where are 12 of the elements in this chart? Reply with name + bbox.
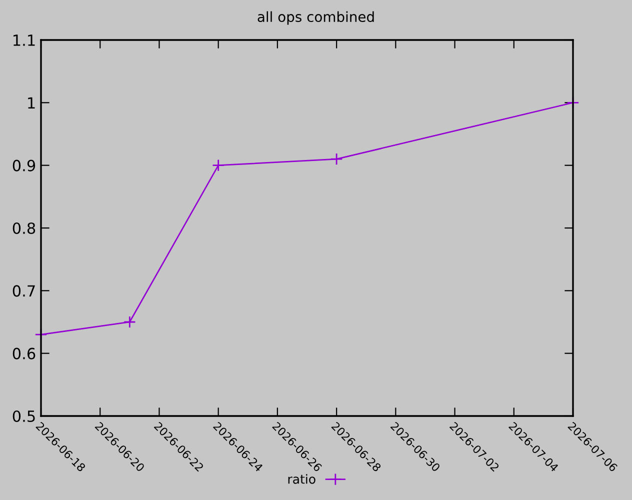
point xyxy=(123,316,136,328)
chart-title: all ops combined xyxy=(258,11,374,25)
y-tick-label: 0.6 xyxy=(12,348,36,360)
y-tick-label: 0.7 xyxy=(12,285,35,297)
point xyxy=(330,152,343,166)
y-tick-label: 0.5 xyxy=(12,410,35,422)
y-tick-label: 1 xyxy=(28,97,35,108)
y-tick-label: 0.8 xyxy=(12,222,36,234)
point xyxy=(212,159,225,172)
y-tick-label: 1.1 xyxy=(14,34,35,46)
legend-label: ratio xyxy=(288,474,316,484)
y-tick-label: 0.9 xyxy=(12,160,36,172)
